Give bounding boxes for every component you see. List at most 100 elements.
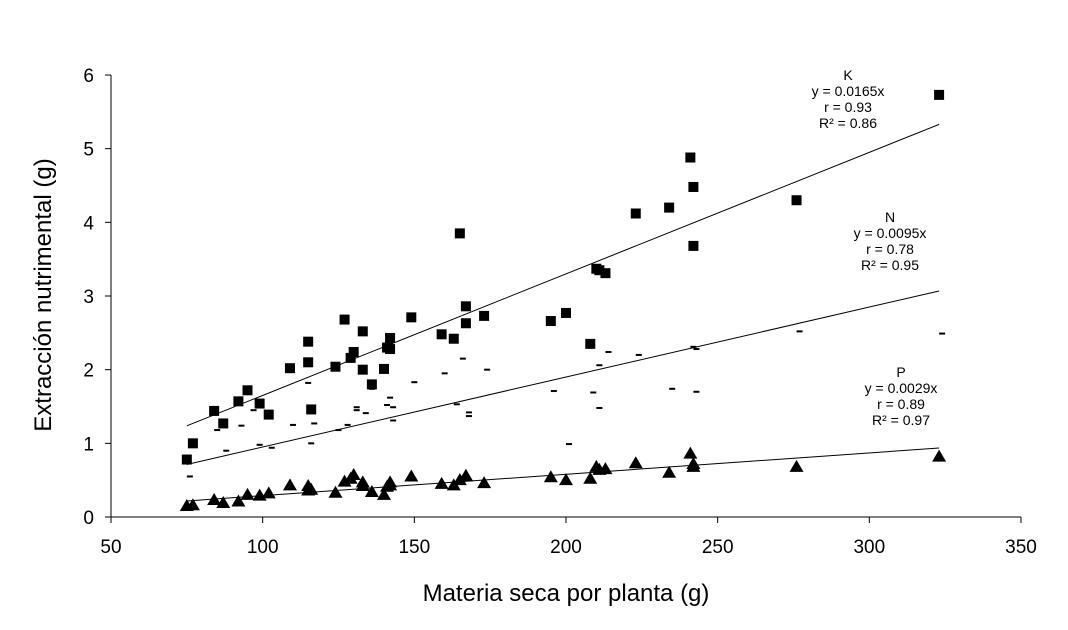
- y-ticks: 0 1 2 3 4 5 6: [83, 66, 111, 529]
- point-p: [231, 494, 246, 507]
- annotation-k-line: y = 0.0165x: [812, 83, 885, 99]
- point-k: [664, 202, 675, 213]
- point-k: [479, 310, 490, 321]
- point-n: [669, 387, 676, 390]
- point-p: [598, 462, 613, 475]
- point-p: [364, 484, 379, 497]
- point-n: [484, 368, 491, 371]
- x-tick-label: 200: [550, 537, 582, 558]
- point-n: [214, 429, 221, 432]
- point-k: [303, 357, 314, 368]
- x-tick-label: 350: [1005, 537, 1037, 558]
- point-n: [268, 446, 275, 449]
- point-n: [362, 412, 369, 415]
- point-k: [306, 404, 317, 415]
- point-n: [596, 364, 603, 367]
- point-n: [550, 390, 557, 393]
- point-k: [600, 268, 611, 279]
- point-p: [477, 476, 492, 489]
- point-p: [434, 476, 449, 489]
- point-n: [690, 345, 697, 348]
- point-n: [238, 424, 245, 427]
- point-k: [345, 352, 356, 363]
- point-n: [256, 443, 263, 446]
- x-tick-label: 50: [100, 537, 121, 558]
- point-n: [368, 387, 375, 390]
- point-p: [662, 465, 677, 478]
- point-p: [355, 479, 370, 492]
- point-n: [596, 406, 603, 409]
- point-p: [458, 469, 473, 482]
- point-p: [377, 487, 391, 500]
- point-p: [304, 482, 319, 495]
- x-axis-title: Materia seca por planta (g): [423, 580, 710, 607]
- annotation-n-line: R² = 0.95: [861, 257, 919, 273]
- point-p: [932, 449, 947, 462]
- annotation-p-line: R² = 0.97: [872, 412, 930, 428]
- point-p: [216, 496, 231, 509]
- point-k: [561, 307, 571, 318]
- point-p: [207, 493, 222, 506]
- point-p: [583, 471, 598, 484]
- y-tick-label: 2: [83, 361, 94, 382]
- point-k: [187, 438, 198, 449]
- point-k: [284, 363, 295, 374]
- point-n: [290, 423, 296, 426]
- y-axis-title: Extracción nutrimental (g): [30, 158, 57, 431]
- point-n: [459, 357, 466, 360]
- point-n: [308, 442, 315, 445]
- point-n: [305, 381, 312, 384]
- point-k: [181, 454, 192, 465]
- point-n: [344, 423, 351, 426]
- point-n: [186, 475, 193, 478]
- point-n: [939, 332, 946, 335]
- point-p: [328, 485, 343, 498]
- point-k: [379, 363, 389, 374]
- point-k: [454, 228, 465, 239]
- point-p: [543, 470, 558, 483]
- y-tick-label: 1: [83, 434, 94, 455]
- point-k: [385, 332, 396, 343]
- point-p: [559, 473, 573, 486]
- point-n: [453, 403, 460, 406]
- point-k: [339, 314, 350, 325]
- point-p: [789, 459, 804, 472]
- point-k: [385, 344, 396, 355]
- y-tick-label: 0: [83, 508, 94, 529]
- point-p: [383, 478, 398, 491]
- point-n: [796, 330, 803, 333]
- point-k: [303, 336, 314, 347]
- y-tick-label: 5: [83, 140, 94, 161]
- point-p: [346, 468, 361, 481]
- annotation-p-line: P: [896, 364, 905, 380]
- point-n: [335, 429, 342, 432]
- point-p: [240, 487, 255, 500]
- point-n: [605, 350, 612, 353]
- point-n: [390, 419, 397, 422]
- point-n: [693, 348, 700, 351]
- point-n: [384, 404, 391, 407]
- annotation-k-line: r = 0.93: [824, 99, 872, 115]
- point-n: [311, 422, 318, 425]
- trend-line-p: [186, 447, 940, 502]
- point-n: [390, 406, 397, 409]
- trend-line-n: [186, 290, 940, 465]
- point-p: [683, 446, 698, 459]
- x-tick-label: 100: [247, 537, 279, 558]
- axes: 50 100 150 200 250 300 350 0 1 2 3 4 5 6: [83, 66, 1036, 558]
- point-n: [566, 443, 573, 446]
- point-n: [250, 409, 257, 412]
- annotation-n-line: N: [885, 209, 895, 225]
- point-p: [185, 498, 200, 511]
- x-tick-label: 150: [398, 537, 430, 558]
- point-k: [357, 326, 368, 337]
- point-k: [330, 361, 341, 372]
- point-k: [406, 312, 417, 323]
- annotation-n-line: y = 0.0095x: [854, 225, 927, 241]
- point-k: [254, 398, 265, 409]
- annotation-k-line: K: [843, 67, 853, 83]
- point-k: [934, 89, 945, 100]
- y-tick-label: 6: [83, 66, 94, 87]
